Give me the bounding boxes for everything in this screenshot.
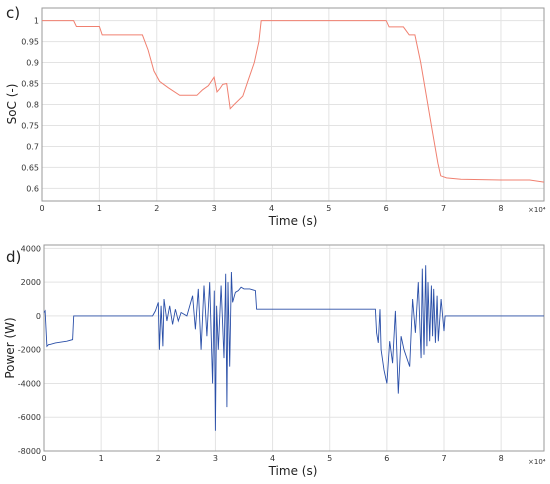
soc-y-tick-label: 0.85 [21, 80, 39, 89]
soc-chart: c) 0 1 2 3 4 5 6 7 8 0.6 0.65 0.7 0.75 0.8 0.85 0.9 0.95… [5, 4, 546, 228]
power-y-tick-label: 4000 [21, 244, 41, 253]
soc-y-tick-label: 0.75 [21, 121, 39, 130]
soc-grid [41, 8, 544, 201]
power-y-tick-label: -2000 [18, 346, 41, 355]
soc-y-tick-label: 0.7 [26, 142, 39, 151]
power-plot-frame [43, 244, 545, 452]
power-y-tick-label: -4000 [18, 379, 41, 388]
soc-y-tick-label: 0.65 [21, 163, 39, 172]
soc-ticks: 0 1 2 3 4 5 6 7 8 0.6 0.65 0.7 0.75 0.8 0.85 0.9 0.95 1 [21, 17, 503, 213]
power-y-tick-label: -8000 [18, 447, 41, 456]
power-x-tick-label: 5 [327, 454, 332, 463]
power-y-tick-label: -6000 [18, 413, 41, 422]
soc-series-line [42, 20, 545, 183]
soc-x-tick-label: 5 [326, 204, 331, 213]
power-x-multiplier: ×10⁴ [528, 458, 546, 466]
soc-x-tick-label: 8 [498, 204, 503, 213]
soc-plot-frame [41, 7, 545, 202]
soc-x-tick-label: 4 [269, 204, 274, 213]
power-ticks: 0 1 2 3 4 5 6 7 8 -8000 -6000 -4000 -2000 0 2000 4000 [18, 244, 504, 463]
soc-y-tick-label: 1 [34, 17, 39, 26]
power-x-tick-label: 4 [270, 454, 275, 463]
soc-x-tick-label: 7 [441, 204, 446, 213]
power-y-tick-label: 0 [36, 312, 41, 321]
soc-x-tick-label: 0 [39, 204, 44, 213]
power-x-tick-label: 2 [156, 454, 161, 463]
power-x-tick-label: 8 [499, 454, 504, 463]
power-x-tick-label: 6 [384, 454, 389, 463]
power-y-axis-label: Power (W) [3, 317, 17, 378]
soc-x-tick-label: 3 [212, 204, 217, 213]
soc-x-tick-label: 1 [97, 204, 102, 213]
power-series-line [43, 265, 544, 431]
soc-y-tick-label: 0.6 [26, 184, 39, 193]
power-x-tick-label: 0 [41, 454, 46, 463]
soc-y-tick-label: 0.9 [26, 59, 39, 68]
power-x-tick-label: 3 [213, 454, 218, 463]
soc-y-tick-label: 0.8 [26, 101, 39, 110]
soc-x-multiplier: ×10⁴ [528, 206, 546, 214]
power-x-tick-label: 7 [441, 454, 446, 463]
soc-x-tick-label: 6 [384, 204, 389, 213]
soc-x-axis-label: Time (s) [268, 214, 318, 228]
panel-c-label: c) [6, 4, 20, 22]
power-grid [43, 245, 544, 452]
soc-x-tick-label: 2 [154, 204, 159, 213]
soc-y-tick-label: 0.95 [21, 38, 39, 47]
power-x-axis-label: Time (s) [268, 464, 318, 478]
panel-d-label: d) [6, 248, 21, 266]
soc-y-axis-label: SoC (-) [5, 84, 19, 125]
power-chart: d) 0 1 2 3 4 5 6 7 8 -8000 -6000 -4000 -2000 0 2000 400… [3, 244, 546, 478]
power-x-tick-label: 1 [99, 454, 104, 463]
power-y-tick-label: 2000 [21, 278, 41, 287]
